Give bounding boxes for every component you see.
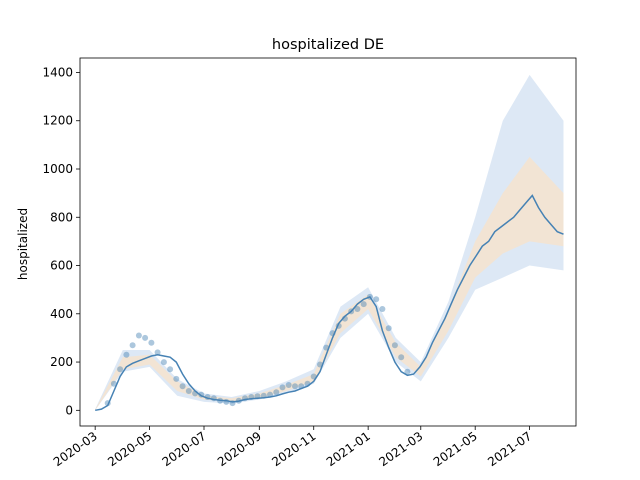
observed-point xyxy=(154,349,161,356)
observed-point xyxy=(179,383,186,390)
observed-point xyxy=(373,296,380,303)
model-line-group xyxy=(95,194,564,412)
observed-point xyxy=(279,384,286,391)
x-tick-label: 2021-03 xyxy=(376,429,425,469)
x-tick-label: 2020-03 xyxy=(51,429,100,469)
y-tick-label: 800 xyxy=(50,210,73,224)
y-tick-label: 1000 xyxy=(42,162,73,176)
observed-point xyxy=(173,375,180,382)
x-tick-label: 2020-05 xyxy=(105,429,154,469)
chart-title: hospitalized DE xyxy=(272,37,384,53)
observed-point xyxy=(354,306,361,312)
x-tick-label: 2021-07 xyxy=(485,429,534,469)
observed-point xyxy=(404,368,411,375)
observed-point xyxy=(148,339,155,346)
observed-point xyxy=(117,366,124,373)
observed-point xyxy=(391,342,398,349)
observed-point xyxy=(160,359,167,366)
observed-point xyxy=(129,342,136,349)
y-tick-label: 1200 xyxy=(42,114,73,128)
observed-point xyxy=(292,383,298,390)
observed-point xyxy=(285,382,292,388)
uncertainty-bands xyxy=(95,74,564,411)
plot-frame xyxy=(79,57,577,427)
observed-point xyxy=(142,334,149,341)
observed-point xyxy=(123,351,130,358)
y-tick-label: 600 xyxy=(50,259,73,273)
y-tick-label: 400 xyxy=(50,307,73,321)
x-tick-label: 2021-01 xyxy=(324,429,373,469)
model-line xyxy=(95,194,564,412)
observed-point xyxy=(273,389,280,396)
observed-point xyxy=(398,354,405,361)
observed-point xyxy=(110,380,117,387)
axes xyxy=(79,57,577,427)
forecast-uncertainty-band xyxy=(95,156,564,411)
observed-point xyxy=(135,332,142,339)
x-tick-label: 2020-09 xyxy=(215,429,264,469)
observed-point xyxy=(167,366,174,373)
observed-point xyxy=(379,306,386,312)
x-tick-label: 2020-11 xyxy=(269,429,318,469)
y-tick-label: 200 xyxy=(50,355,73,369)
y-tick-label: 0 xyxy=(65,403,73,417)
y-tick-label: 1400 xyxy=(42,65,73,79)
observed-point xyxy=(185,388,192,394)
y-axis-ticks: 0 200 400 600 800 1000 1200 1400 xyxy=(42,65,80,417)
x-axis-ticks: 2020-03 2020-05 2020-07 2020-09 2020-11 2021-… xyxy=(51,426,534,469)
observed-point xyxy=(360,301,367,308)
x-tick-label: 2021-05 xyxy=(431,429,480,469)
x-tick-label: 2020-07 xyxy=(160,429,209,469)
y-axis-label: hospitalized xyxy=(16,208,30,280)
observed-point xyxy=(385,325,392,332)
